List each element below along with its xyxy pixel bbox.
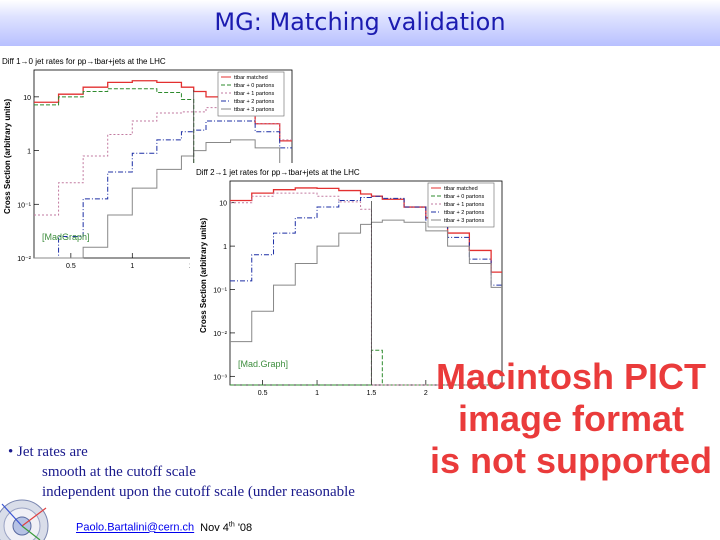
plot2-watermark: [Mad.Graph] bbox=[238, 359, 288, 369]
footer-date: Nov 4th '08 bbox=[200, 521, 253, 534]
plot1-legend: ttbar matched ttbar + 0 partons ttbar + 1 … bbox=[217, 71, 285, 117]
date-prefix: Nov 4 bbox=[200, 521, 229, 534]
plot2-ytick-label: 10⁻³ bbox=[213, 374, 227, 381]
bullet-smooth: smooth at the cutoff scale bbox=[42, 464, 196, 480]
bullet-jet-rates: • Jet rates are bbox=[8, 444, 88, 460]
plot1-legend-label: ttbar + 3 partons bbox=[234, 107, 274, 113]
plot1-ytick-label: 10⁻² bbox=[17, 256, 31, 263]
plot1-legend-label: ttbar + 0 partons bbox=[234, 83, 274, 89]
author-email-link[interactable]: Paolo.Bartalini@cern.ch bbox=[76, 521, 195, 534]
plot2-title: Diff 2→1 jet rates for pp→tbar+jets at t… bbox=[196, 168, 360, 177]
plot1-xtick-label: 1 bbox=[130, 263, 134, 270]
plot2-ytick-label: 10⁻² bbox=[213, 331, 227, 338]
plot1-ytick-label: 1 bbox=[27, 149, 31, 156]
plot1-legend-label: ttbar matched bbox=[234, 75, 268, 81]
pict-line-2: image format bbox=[457, 398, 685, 439]
plot2-legend: ttbar matched ttbar + 0 partons ttbar + 1 … bbox=[427, 182, 495, 228]
slide-title: MG: Matching validation bbox=[214, 8, 506, 36]
plot2-series-3 bbox=[230, 195, 502, 286]
plot1-series-4 bbox=[34, 139, 292, 259]
plot2-legend-label: ttbar + 1 partons bbox=[444, 202, 484, 208]
plot1-ylabel: Cross Section (arbitrary units) bbox=[3, 99, 12, 214]
plot-2: Diff 2→1 jet rates for pp→tbar+jets at t… bbox=[190, 163, 510, 403]
footer: Paolo.Bartalini@cern.ch Nov 4th '08 bbox=[76, 521, 252, 534]
plot-2-svg: Diff 2→1 jet rates for pp→tbar+jets at t… bbox=[196, 168, 503, 397]
plot1-xtick-label: 0.5 bbox=[66, 263, 76, 270]
plot1-legend-label: ttbar + 2 partons bbox=[234, 99, 274, 105]
plot2-ylabel: Cross Section (arbitrary units) bbox=[199, 218, 208, 333]
plot2-xtick-label: 1 bbox=[315, 390, 319, 397]
plot2-legend-label: ttbar + 2 partons bbox=[444, 210, 484, 216]
plot1-ytick-label: 10⁻¹ bbox=[17, 202, 31, 209]
pict-unsupported-notice: Macintosh PICT image format is not suppo… bbox=[422, 356, 720, 486]
plot2-series-4 bbox=[230, 219, 502, 343]
plot2-legend-label: ttbar + 3 partons bbox=[444, 218, 484, 224]
plot1-legend-label: ttbar + 1 partons bbox=[234, 91, 274, 97]
plot1-ytick-label: 10 bbox=[23, 95, 31, 102]
plot2-legend-label: ttbar + 0 partons bbox=[444, 194, 484, 200]
plot2-series-2 bbox=[230, 192, 502, 386]
plot2-xtick-label: 0.5 bbox=[258, 390, 268, 397]
plot2-legend-label: ttbar matched bbox=[444, 186, 478, 192]
date-sup: th bbox=[228, 521, 235, 528]
plot2-ytick-label: 1 bbox=[223, 244, 227, 251]
plot1-series-3 bbox=[34, 120, 292, 259]
plot2-xtick-label: 2 bbox=[424, 390, 428, 397]
plot2-series-0 bbox=[230, 187, 502, 273]
plot2-ytick-label: 10 bbox=[219, 201, 227, 208]
plot1-watermark: [MadGraph] bbox=[42, 232, 90, 242]
pict-line-3: is not supported bbox=[430, 440, 712, 481]
experiment-logo-icon bbox=[0, 499, 49, 540]
bullet-independent: independent upon the cutoff scale (under… bbox=[42, 484, 355, 500]
plot1-title: Diff 1→0 jet rates for pp→tbar+jets at t… bbox=[2, 57, 166, 66]
plot2-xtick-label: 1.5 bbox=[367, 390, 377, 397]
plot2-ytick-label: 10⁻¹ bbox=[213, 288, 227, 295]
date-suffix: '08 bbox=[234, 521, 253, 534]
title-bar bbox=[0, 0, 720, 46]
pict-line-1: Macintosh PICT bbox=[435, 356, 707, 397]
